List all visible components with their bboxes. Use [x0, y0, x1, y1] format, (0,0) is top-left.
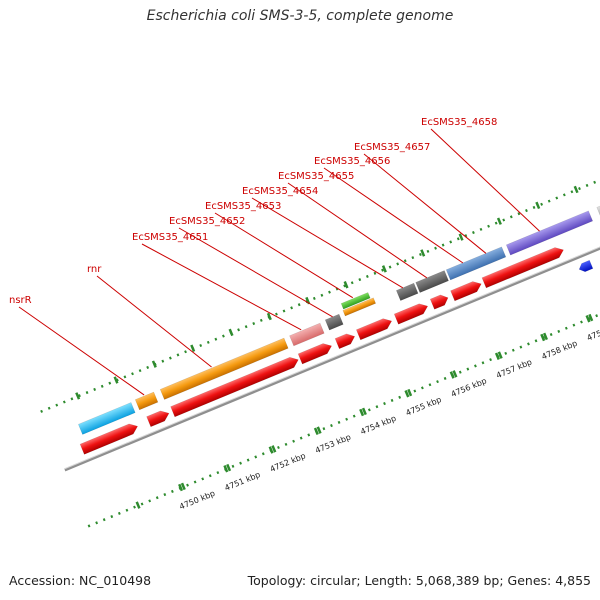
gene-feature	[395, 282, 419, 301]
gene-feature	[415, 270, 449, 293]
gene-label-leader	[323, 167, 464, 264]
major-tick	[420, 249, 426, 257]
major-tick	[497, 351, 503, 359]
gene-label-leader	[251, 197, 404, 289]
gene-feature	[146, 410, 170, 428]
gene-label: EcSMS35_4657	[354, 142, 430, 153]
gene-feature	[505, 210, 594, 256]
gene-feature	[340, 292, 371, 310]
outer-tick-row	[40, 89, 600, 413]
gene-feature	[578, 259, 594, 273]
major-tick	[542, 332, 548, 341]
major-tick	[540, 333, 546, 342]
major-tick	[407, 388, 413, 397]
major-tick	[266, 312, 272, 321]
kbp-label: 4754 kbp	[359, 414, 397, 437]
inner-tick-row	[87, 203, 600, 528]
kbp-label: 4758 kbp	[540, 339, 578, 362]
gene-label: EcSMS35_4656	[314, 156, 390, 167]
kbp-label: 4752 kbp	[269, 451, 307, 474]
major-tick	[178, 483, 184, 492]
gene-label-leader	[141, 243, 302, 331]
gene-label: nsrR	[9, 295, 32, 306]
gene-label: EcSMS35_4651	[132, 232, 208, 243]
gene-label: EcSMS35_4658	[421, 117, 497, 128]
gene-label-leader	[363, 153, 487, 254]
gene-label: EcSMS35_4655	[278, 171, 354, 182]
gene-feature	[393, 303, 429, 325]
gene-feature	[450, 281, 482, 302]
major-tick	[228, 328, 234, 337]
major-tick	[271, 445, 277, 453]
major-tick	[343, 281, 349, 289]
major-tick	[458, 233, 464, 241]
gene-feature	[342, 297, 377, 317]
gene-label: EcSMS35_4653	[205, 201, 281, 212]
major-tick	[452, 370, 458, 378]
genome-summary-text: Topology: circular; Length: 5,068,389 bp…	[247, 573, 591, 588]
major-tick	[313, 427, 319, 435]
kbp-label: 4751 kbp	[223, 470, 261, 493]
gene-label-leader	[430, 128, 540, 232]
major-tick	[496, 217, 502, 225]
kbp-label: 4757 kbp	[495, 357, 533, 380]
accession-text: Accession: NC_010498	[9, 573, 152, 588]
gene-feature	[481, 247, 564, 289]
major-tick	[135, 501, 141, 509]
gene-feature	[79, 423, 138, 455]
gene-label-leader	[96, 275, 212, 368]
gene-label: EcSMS35_4652	[169, 216, 245, 227]
major-tick	[449, 371, 455, 379]
gene-label-leader	[214, 212, 354, 299]
major-tick	[535, 201, 541, 210]
major-tick	[113, 376, 119, 384]
map-title: Escherichia coli SMS-3-5, complete genom…	[146, 8, 454, 24]
gene-feature	[324, 313, 344, 331]
major-tick	[223, 465, 229, 473]
kbp-label: 4750 kbp	[178, 489, 216, 512]
kbp-label: 4753 kbp	[314, 432, 352, 455]
genome-backbone-highlight	[64, 146, 600, 470]
major-tick	[361, 407, 367, 416]
kbp-label: 4759 kbp	[586, 320, 600, 343]
kbp-label: 4755 kbp	[404, 395, 442, 418]
major-tick	[316, 426, 322, 434]
major-tick	[381, 265, 387, 273]
gene-feature	[170, 357, 299, 418]
gene-label-leader	[287, 182, 428, 279]
major-tick	[588, 313, 594, 322]
gene-feature	[355, 318, 393, 341]
major-tick	[190, 344, 196, 352]
gene-feature	[445, 246, 507, 281]
major-tick	[180, 482, 186, 491]
gene-feature	[429, 294, 449, 310]
genome-backbone	[64, 147, 600, 472]
gene-feature	[334, 333, 356, 350]
major-tick	[494, 352, 500, 360]
major-tick	[268, 446, 274, 454]
gene-feature	[78, 402, 136, 435]
major-tick	[226, 463, 232, 472]
kbp-label: 4756 kbp	[450, 376, 488, 399]
gene-label-leader	[178, 227, 333, 318]
major-tick	[359, 408, 365, 417]
major-tick	[75, 392, 81, 400]
gene-label-leader	[18, 306, 145, 396]
major-tick	[573, 185, 579, 194]
gene-feature	[159, 337, 289, 400]
gene-feature	[134, 391, 159, 411]
major-tick	[404, 390, 410, 398]
gene-feature	[289, 322, 325, 347]
gene-label: EcSMS35_4654	[242, 186, 318, 197]
gene-feature	[297, 343, 332, 365]
gene-label: rnr	[87, 264, 102, 275]
major-tick	[305, 296, 311, 305]
major-tick	[151, 360, 157, 368]
major-tick	[585, 315, 591, 323]
